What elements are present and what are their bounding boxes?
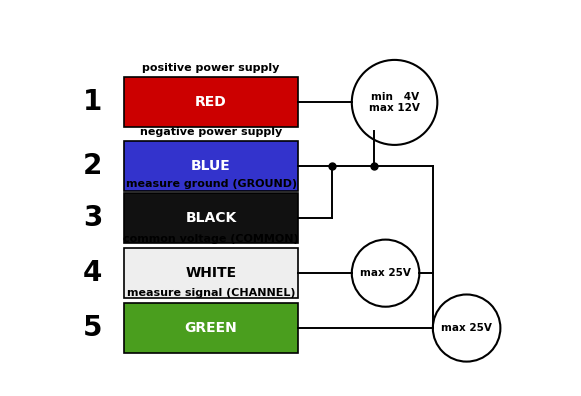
- Text: 3: 3: [83, 204, 103, 232]
- FancyBboxPatch shape: [124, 248, 297, 298]
- Ellipse shape: [352, 240, 419, 307]
- Text: GREEN: GREEN: [185, 321, 238, 335]
- Text: common voltage (COMMON): common voltage (COMMON): [123, 234, 299, 244]
- Text: RED: RED: [195, 95, 227, 109]
- Text: BLACK: BLACK: [185, 211, 236, 225]
- Text: measure ground (GROUND): measure ground (GROUND): [125, 179, 297, 189]
- Text: WHITE: WHITE: [185, 266, 236, 280]
- FancyBboxPatch shape: [124, 77, 297, 128]
- Text: negative power supply: negative power supply: [140, 127, 282, 137]
- FancyBboxPatch shape: [124, 303, 297, 353]
- Text: min   4V
max 12V: min 4V max 12V: [369, 91, 420, 113]
- Text: positive power supply: positive power supply: [142, 63, 280, 73]
- Text: measure signal (CHANNEL): measure signal (CHANNEL): [127, 288, 295, 299]
- Text: 4: 4: [83, 259, 103, 287]
- Text: 1: 1: [83, 88, 102, 116]
- FancyBboxPatch shape: [124, 193, 297, 243]
- Text: 2: 2: [83, 152, 103, 181]
- Ellipse shape: [433, 295, 500, 362]
- Text: max 25V: max 25V: [441, 323, 492, 333]
- FancyBboxPatch shape: [124, 141, 297, 191]
- Ellipse shape: [352, 60, 437, 145]
- Text: BLUE: BLUE: [191, 160, 231, 173]
- Text: max 25V: max 25V: [360, 268, 411, 278]
- Text: 5: 5: [83, 314, 103, 342]
